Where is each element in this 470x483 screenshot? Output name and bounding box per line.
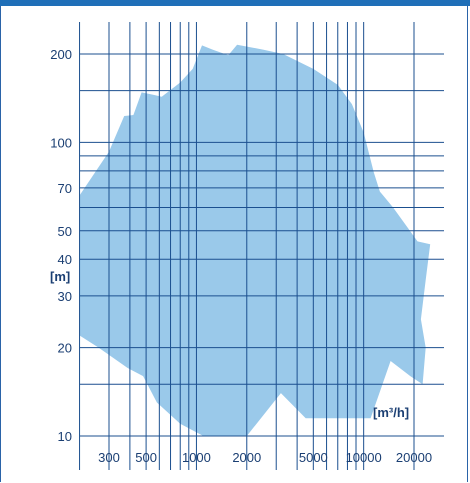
header-accent-bar [0, 0, 470, 6]
y-tick-label: 40 [58, 252, 72, 267]
x-tick-label: 1000 [182, 450, 211, 465]
x-tick-label: 20000 [396, 450, 432, 465]
operating-range-area [79, 44, 431, 437]
x-tick-label: 2000 [232, 450, 261, 465]
x-tick-label: 500 [135, 450, 157, 465]
y-tick-label: 30 [58, 289, 72, 304]
y-tick-label: 70 [58, 181, 72, 196]
x-axis-label: [m³/h] [373, 405, 409, 420]
area-layer [79, 44, 431, 437]
x-tick-label: 5000 [299, 450, 328, 465]
x-tick-label: 10000 [346, 450, 382, 465]
y-tick-label: 100 [50, 135, 72, 150]
y-tick-label: 10 [58, 429, 72, 444]
y-tick-label: 50 [58, 224, 72, 239]
tick-label-layer: 200 100 70 50 40 30 20 10 300 500 1000 2000 5000 1000… [50, 47, 432, 465]
grid-layer [79, 22, 444, 470]
y-tick-label: 20 [58, 341, 72, 356]
y-axis-label: [m] [50, 269, 70, 284]
x-tick-label: 300 [98, 450, 120, 465]
y-tick-label: 200 [50, 47, 72, 62]
